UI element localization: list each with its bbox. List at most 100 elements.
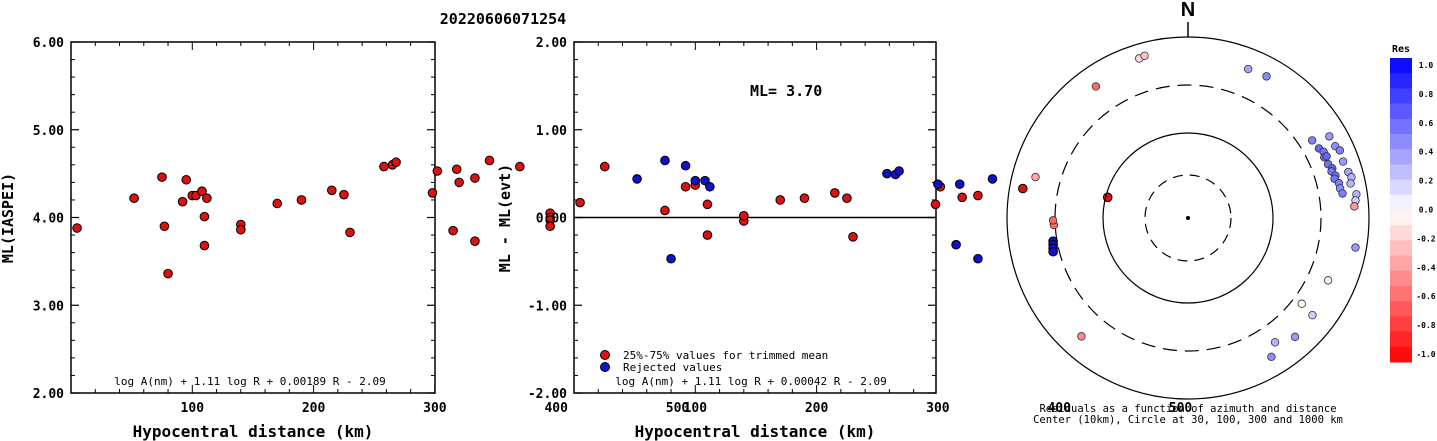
data-point	[427, 188, 438, 198]
data-point	[973, 253, 983, 264]
x-tick-label: 200	[805, 401, 829, 416]
colorbar-cell	[1390, 134, 1412, 150]
colorbar-cell	[1390, 88, 1412, 105]
data-point	[202, 193, 212, 203]
data-point	[339, 189, 349, 200]
colorbar-cell	[1390, 194, 1412, 211]
plot-frame	[70, 41, 436, 394]
data-point	[432, 166, 443, 176]
data-point	[599, 161, 610, 172]
colorbar-cells	[1390, 58, 1412, 363]
data-point	[775, 195, 786, 205]
data-point	[575, 197, 585, 208]
colorbar-cell	[1390, 179, 1412, 196]
data-point	[197, 186, 207, 196]
data-point	[470, 173, 480, 183]
residual-point	[1048, 216, 1058, 225]
panel-ml-iaspei: 6.00 5.00 4.00 3.00 2.00 100 200 300 400 500 ML(…	[0, 36, 689, 441]
legend-marker-rejected	[600, 362, 610, 372]
data-point	[702, 230, 713, 240]
data-point	[1048, 246, 1058, 257]
data-point	[448, 225, 458, 236]
colorbar-tick-label: -0.6	[1416, 292, 1435, 301]
data-point	[933, 179, 943, 189]
data-point	[163, 268, 173, 279]
north-label: N	[1181, 0, 1195, 21]
colorbar: Res 1.0 0.8 0.6 0.4 0.2 0.0 -0.2 -0.4 -0.6 -0.8 -1…	[1390, 44, 1436, 363]
colorbar-cell	[1390, 331, 1412, 348]
y-tick-label: 2.00	[536, 36, 567, 51]
y-tick-label: -1.00	[528, 299, 567, 314]
residual-point	[1077, 332, 1086, 341]
x-tick-label: 400	[1047, 401, 1071, 416]
data-point	[391, 157, 401, 168]
data-point	[470, 236, 480, 246]
x-axis-label: Hypocentral distance (km)	[133, 422, 374, 441]
data-point	[632, 174, 642, 184]
formula-label: log A(nm) + 1.11 log R + 0.00042 R - 2.0…	[615, 375, 887, 388]
data-point	[296, 195, 307, 205]
legend-label-trimmed: 25%-75% values for trimmed mean	[623, 349, 828, 362]
x-ticks: 100 200 300 400 500	[573, 42, 1193, 416]
residual-point	[1335, 146, 1345, 155]
data-point	[666, 253, 676, 264]
data-point	[973, 190, 983, 201]
data-point	[987, 174, 998, 184]
y-axis-label: ML - ML(evt)	[496, 164, 514, 272]
colorbar-cell	[1390, 346, 1412, 363]
colorbar-tick-label: 1.0	[1419, 61, 1434, 70]
caption-line-2: Center (10km), Circle at 30, 100, 300 an…	[1033, 414, 1343, 426]
colorbar-tick-label: -0.4	[1416, 263, 1435, 272]
colorbar-cell	[1390, 225, 1412, 241]
residual-point	[1262, 72, 1271, 81]
y-ticks: 2.00 1.00 0.00 -1.00 -2.00	[528, 36, 936, 402]
residual-point	[1338, 157, 1348, 166]
data-point	[1018, 183, 1028, 194]
data-point	[451, 164, 462, 175]
data-point	[702, 199, 713, 210]
y-tick-label: 5.00	[33, 124, 64, 139]
residual-point	[1338, 189, 1347, 198]
data-point	[848, 232, 858, 242]
residual-point	[1350, 202, 1359, 211]
residual-point	[1031, 172, 1040, 182]
panel-ml-residual: 2.00 1.00 0.00 -1.00 -2.00 100 200 300 400 500 M…	[496, 36, 1192, 441]
x-axis-label: Hypocentral distance (km)	[635, 422, 876, 441]
y-tick-label: 1.00	[536, 124, 567, 139]
data-point	[660, 155, 670, 166]
data-point	[829, 188, 840, 198]
formula-label: log A(nm) + 1.11 log R + 0.00189 R - 2.0…	[114, 375, 386, 388]
data-point	[739, 210, 749, 221]
data-points	[1031, 51, 1361, 362]
ml-annotation: ML= 3.70	[750, 82, 822, 100]
data-point	[129, 193, 139, 203]
residual-point	[1307, 136, 1317, 145]
colorbar-tick-label: 0.4	[1419, 148, 1434, 157]
colorbar-cell	[1390, 316, 1412, 333]
residual-point	[1243, 64, 1253, 74]
data-point	[484, 155, 495, 166]
x-tick-label: 300	[423, 401, 447, 416]
legend-label-rejected: Rejected values	[623, 361, 722, 374]
data-point	[345, 227, 355, 238]
data-point	[272, 198, 283, 209]
colorbar-cell	[1390, 210, 1412, 226]
colorbar-cell	[1390, 255, 1412, 272]
y-tick-label: -2.00	[528, 387, 567, 402]
colorbar-tick-label: 0.2	[1419, 177, 1434, 186]
data-point	[680, 181, 691, 192]
residual-point	[1290, 332, 1300, 342]
ring-100km	[1102, 132, 1274, 304]
residual-point	[1270, 338, 1280, 347]
center-dot	[1186, 216, 1190, 220]
data-point	[951, 239, 961, 250]
data-point	[957, 192, 967, 203]
data-point	[882, 168, 892, 179]
colorbar-cell	[1390, 286, 1412, 302]
data-point	[954, 179, 965, 189]
colorbar-cell	[1390, 73, 1412, 89]
residual-point	[1297, 299, 1306, 308]
x-tick-label: 500	[1169, 401, 1193, 416]
data-point	[842, 193, 852, 203]
residual-point	[1346, 179, 1355, 188]
